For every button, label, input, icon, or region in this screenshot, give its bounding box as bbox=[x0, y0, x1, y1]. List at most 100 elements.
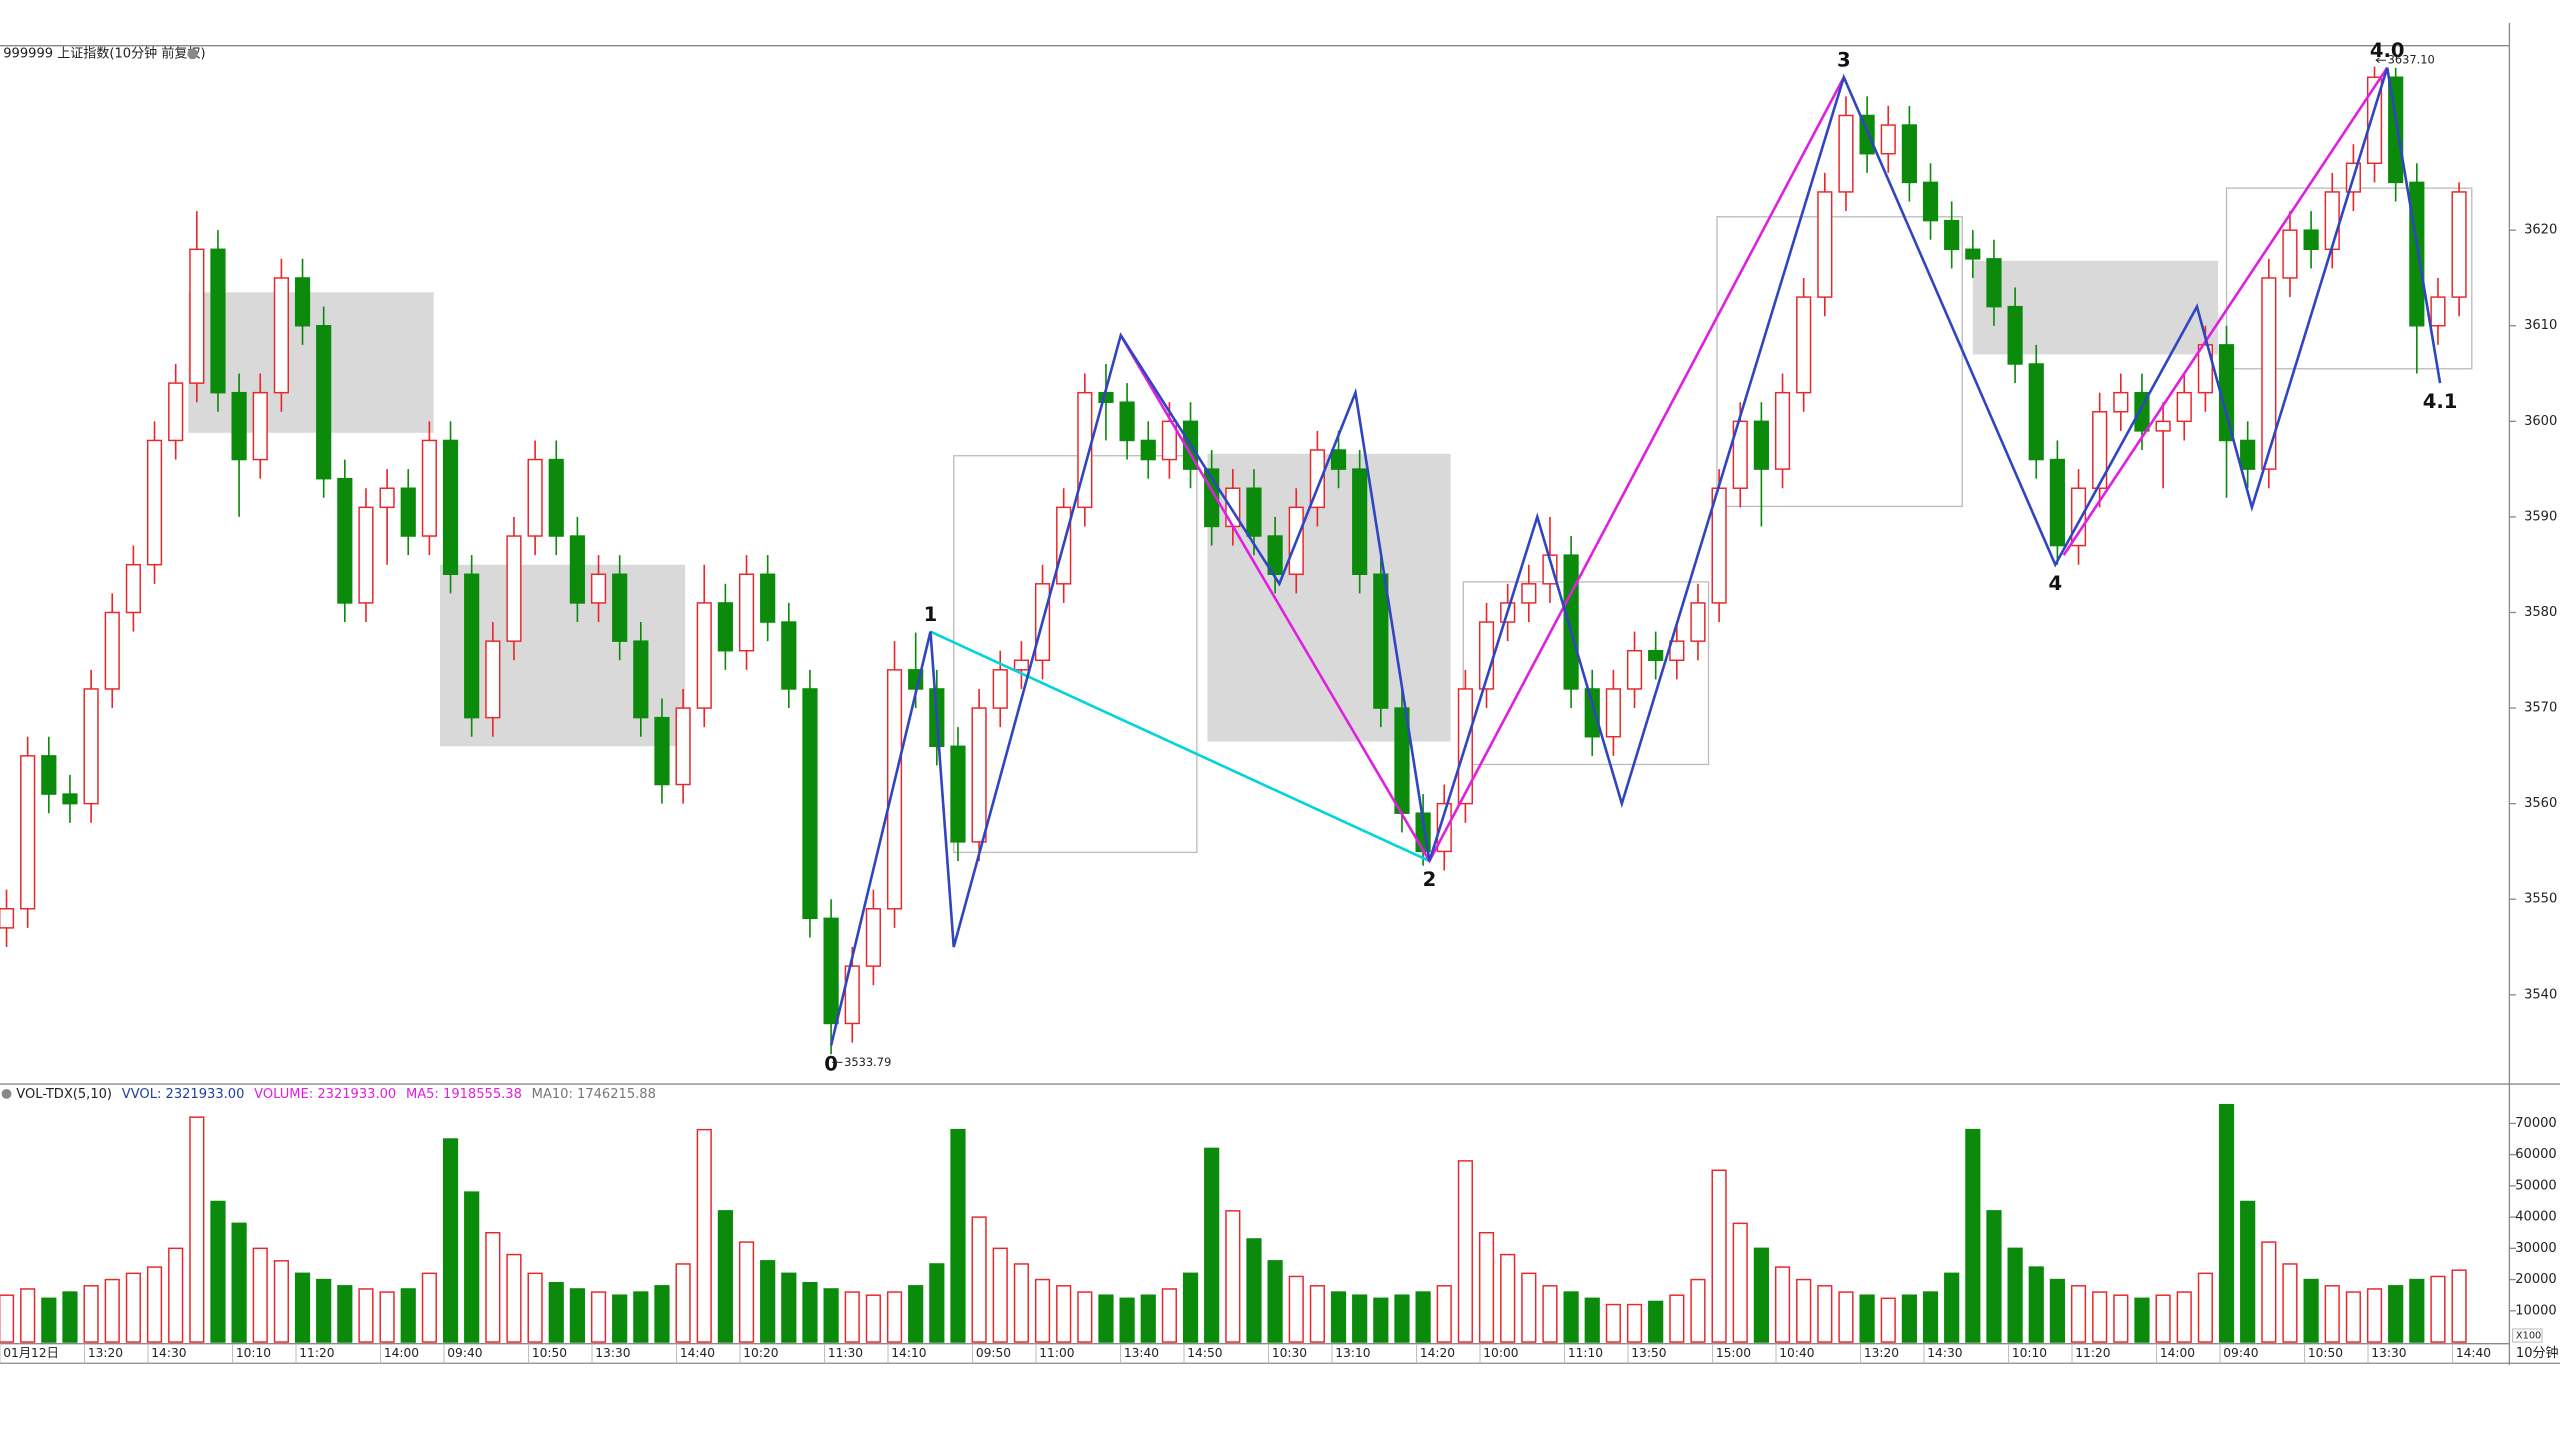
scale-box bbox=[2512, 1328, 2543, 1343]
volume-bar bbox=[612, 1294, 628, 1343]
y-tick-label: 10000 bbox=[2515, 1303, 2557, 1318]
x-tick-label: 10:30 bbox=[1272, 1346, 1307, 1360]
period-label: 10分钟 bbox=[2516, 1345, 2559, 1361]
candle-body bbox=[781, 621, 797, 690]
volume-bar bbox=[1626, 1303, 1643, 1343]
candle-body bbox=[1922, 181, 1939, 222]
candle-body bbox=[1690, 602, 1706, 642]
volume-bar bbox=[929, 1263, 945, 1343]
volume-bar bbox=[2028, 1266, 2044, 1343]
volume-bar bbox=[992, 1247, 1008, 1343]
x-tick-label: 14:00 bbox=[2160, 1346, 2195, 1360]
volume-bar bbox=[316, 1278, 332, 1343]
candle-body bbox=[1944, 219, 1960, 251]
volume-bar bbox=[865, 1294, 881, 1343]
wave-label: 4.1 bbox=[2423, 390, 2458, 413]
volume-bar bbox=[2092, 1291, 2108, 1343]
candle-body bbox=[210, 248, 226, 394]
volume-bar bbox=[2345, 1291, 2361, 1343]
candle-body bbox=[1309, 449, 1325, 509]
volume-bar bbox=[1944, 1272, 1960, 1343]
volume-bar bbox=[231, 1222, 247, 1343]
candle-body bbox=[41, 755, 57, 795]
volume-bar bbox=[379, 1291, 395, 1343]
x-tick-label: 14:00 bbox=[384, 1346, 419, 1360]
candle-body bbox=[2007, 305, 2023, 365]
zone-outline bbox=[1462, 581, 1710, 766]
candle-body bbox=[1669, 640, 1685, 662]
volume-bar bbox=[1436, 1285, 1452, 1343]
candle-body bbox=[2197, 344, 2213, 394]
candle-body bbox=[20, 755, 36, 910]
volume-bar bbox=[189, 1116, 205, 1343]
candle-body bbox=[2092, 411, 2108, 489]
zone-box bbox=[1207, 453, 1451, 742]
volume-bar bbox=[696, 1128, 712, 1343]
candle-body bbox=[1626, 649, 1643, 690]
y-tick-label: 3550 bbox=[2524, 892, 2557, 907]
zone-outline bbox=[953, 455, 1198, 854]
candle-body bbox=[1119, 401, 1135, 442]
volume-bar bbox=[2366, 1288, 2383, 1343]
candle-body bbox=[844, 965, 860, 1025]
volume-bar bbox=[1711, 1169, 1727, 1343]
x-tick-label: 14:40 bbox=[2456, 1346, 2491, 1360]
candle-body bbox=[316, 325, 332, 480]
volume-bar bbox=[1690, 1278, 1706, 1343]
candle-body bbox=[2282, 229, 2298, 279]
candle-body bbox=[1542, 554, 1558, 585]
x-tick-label: 10:50 bbox=[532, 1346, 567, 1360]
x-tick-label: 14:10 bbox=[891, 1346, 926, 1360]
volume-bar bbox=[1140, 1294, 1156, 1343]
candle-body bbox=[337, 477, 353, 604]
x-tick-label: 13:20 bbox=[88, 1346, 123, 1360]
candle-body bbox=[802, 688, 818, 920]
volume-bar bbox=[1901, 1294, 1917, 1343]
candle-body bbox=[125, 563, 141, 614]
x-tick-label: 11:00 bbox=[1039, 1346, 1074, 1360]
volume-bar bbox=[400, 1288, 416, 1343]
volume-bar bbox=[1288, 1275, 1304, 1343]
candle-body bbox=[654, 716, 670, 786]
x-tick-label: 13:50 bbox=[1631, 1346, 1666, 1360]
candle-body bbox=[1267, 535, 1283, 575]
wave-label: 3 bbox=[1837, 48, 1851, 71]
volume-bar bbox=[1394, 1294, 1410, 1343]
volume-bar bbox=[1500, 1253, 1516, 1343]
price-mark-arrowhead bbox=[2375, 57, 2380, 64]
volume-bar bbox=[1521, 1272, 1537, 1343]
x-tick-label: 13:20 bbox=[1864, 1346, 1899, 1360]
volume-bar bbox=[527, 1272, 543, 1343]
volume-bar bbox=[20, 1288, 36, 1343]
volume-bar bbox=[2155, 1294, 2171, 1343]
x-tick-label: 09:40 bbox=[447, 1346, 482, 1360]
volume-bar bbox=[1542, 1285, 1558, 1343]
x-tick-label: 11:20 bbox=[2075, 1346, 2110, 1360]
volume-bar bbox=[2049, 1278, 2065, 1343]
volume-bar bbox=[1246, 1238, 1262, 1343]
y-tick-label: 3590 bbox=[2524, 509, 2557, 524]
candle-body bbox=[1605, 688, 1621, 738]
volume-bar bbox=[1922, 1291, 1939, 1343]
volume-bar bbox=[294, 1272, 311, 1343]
volume-bar bbox=[1478, 1231, 1495, 1343]
volume-bar bbox=[2282, 1263, 2298, 1343]
volume-bar bbox=[1817, 1285, 1833, 1343]
candle-body bbox=[83, 688, 99, 805]
candle-body bbox=[2070, 487, 2087, 547]
x-tick-label: 10:40 bbox=[1779, 1346, 1814, 1360]
y-tick-label: 60000 bbox=[2515, 1147, 2557, 1162]
volume-bar bbox=[62, 1291, 78, 1343]
candle-body bbox=[738, 573, 755, 652]
volume-bar bbox=[1584, 1297, 1600, 1343]
candle-body bbox=[2261, 277, 2277, 470]
x-tick-label: 01月12日 bbox=[3, 1346, 59, 1360]
volume-bar bbox=[1753, 1247, 1769, 1343]
volume-bar bbox=[654, 1285, 670, 1343]
volume-bar bbox=[633, 1291, 649, 1343]
volume-bar bbox=[2197, 1272, 2213, 1343]
volume-bar bbox=[2007, 1247, 2023, 1343]
volume-bar bbox=[1880, 1297, 1896, 1343]
